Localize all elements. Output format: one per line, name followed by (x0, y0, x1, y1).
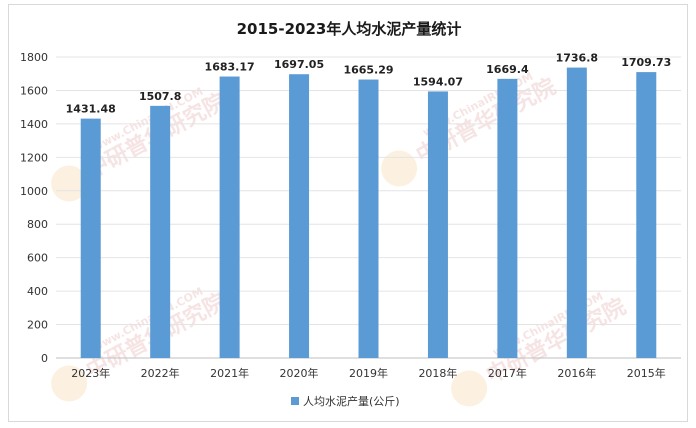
x-tick-label: 2016年 (557, 366, 596, 380)
x-tick-label: 2019年 (349, 366, 388, 380)
legend-swatch (291, 397, 299, 405)
bar (80, 118, 101, 359)
x-axis-ticks: 2023年 2022年 2021年 2020年 2019年 2018年 2017年 2016年… (71, 366, 666, 380)
chart-title: 2015-2023年人均水泥产量统计 (237, 20, 462, 38)
watermark-logo-icon (51, 165, 88, 202)
data-label: 1736.8 (556, 52, 598, 65)
x-tick-label: 2021年 (210, 366, 249, 380)
bar (358, 79, 379, 359)
x-tick-label: 2023年 (71, 366, 110, 380)
watermark-logo-icon (51, 365, 88, 402)
y-tick-label: 1600 (20, 84, 48, 97)
x-tick-label: 2022年 (141, 366, 180, 380)
x-tick-label: 2015年 (627, 366, 666, 380)
bar (427, 91, 448, 359)
bar (150, 105, 171, 358)
bars (80, 67, 657, 359)
x-tick-label: 2018年 (418, 366, 457, 380)
bar (636, 72, 657, 358)
y-tick-label: 600 (27, 252, 48, 265)
bar (566, 67, 587, 358)
data-label: 1507.8 (139, 90, 181, 103)
data-label: 1665.29 (343, 64, 393, 77)
y-tick-label: 1000 (20, 185, 48, 198)
data-label: 1697.05 (274, 58, 324, 71)
legend-label: 人均水泥产量(公斤) (303, 394, 400, 408)
y-axis-ticks: 0 200 400 600 800 1000 1200 1400 1600 1800 (20, 51, 48, 365)
data-label: 1594.07 (413, 75, 463, 88)
y-tick-label: 400 (27, 285, 48, 298)
watermark-logo-icon (451, 370, 488, 407)
y-tick-label: 800 (27, 218, 48, 231)
data-labels: 1431.48 1507.8 1683.17 1697.05 1665.29 1594.0… (66, 52, 672, 116)
y-tick-label: 0 (41, 352, 48, 365)
data-label: 1669.4 (486, 63, 529, 76)
y-tick-label: 1200 (20, 151, 48, 164)
x-tick-label: 2020年 (280, 366, 319, 380)
y-tick-label: 200 (27, 319, 48, 332)
data-label: 1431.48 (66, 103, 116, 116)
bar (289, 74, 310, 359)
watermark-logo-icon (381, 150, 418, 187)
bar (219, 76, 240, 359)
legend: 人均水泥产量(公斤) (291, 394, 400, 408)
bar (497, 78, 518, 358)
x-tick-label: 2017年 (488, 366, 527, 380)
y-tick-label: 1400 (20, 118, 48, 131)
y-tick-label: 1800 (20, 51, 48, 64)
data-label: 1709.73 (621, 56, 671, 69)
data-label: 1683.17 (205, 61, 255, 74)
